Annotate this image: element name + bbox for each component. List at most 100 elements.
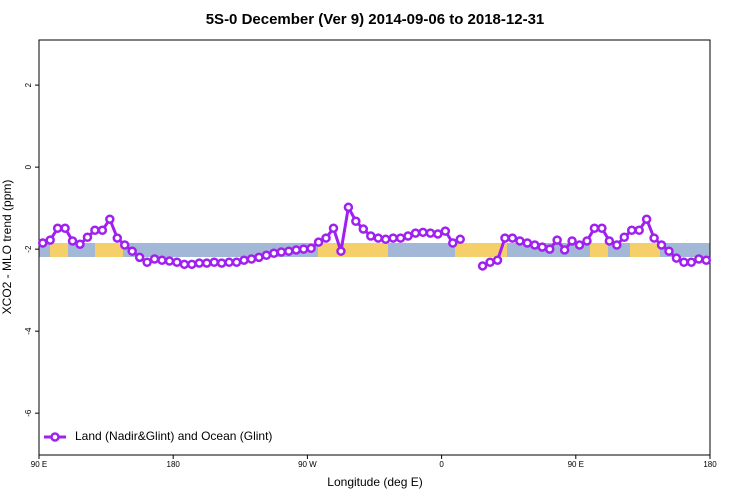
point: [671, 253, 682, 263]
point: [522, 238, 533, 248]
point: [224, 257, 234, 268]
x-tick-label: 180: [703, 460, 717, 469]
land-band: [50, 243, 660, 257]
point: [351, 216, 361, 227]
point: [202, 258, 212, 268]
point: [694, 254, 704, 264]
x-tick-label: 90 E: [568, 460, 584, 469]
point: [418, 227, 428, 238]
x-axis-title: Longitude (deg E): [327, 475, 422, 489]
point: [216, 258, 227, 268]
point: [269, 248, 279, 258]
point: [358, 224, 369, 234]
point: [500, 233, 510, 243]
point: [261, 250, 272, 261]
point: [380, 234, 391, 245]
point: [701, 255, 712, 265]
y-tick-label: -2: [24, 245, 33, 253]
point: [589, 223, 600, 233]
point: [440, 226, 451, 236]
point: [157, 255, 167, 265]
plot-frame: [38, 39, 711, 456]
point: [328, 223, 339, 233]
point: [604, 236, 615, 246]
point: [559, 245, 570, 255]
point: [485, 257, 495, 268]
point: [239, 255, 249, 265]
point: [246, 254, 257, 264]
y-tick-label: -4: [24, 327, 33, 335]
x-tick-label: 0: [439, 460, 444, 469]
point: [612, 240, 622, 250]
point: [90, 225, 100, 236]
point: [179, 259, 190, 270]
point: [306, 243, 316, 254]
point: [388, 233, 398, 243]
point: [410, 228, 421, 238]
point: [60, 223, 70, 233]
point: [373, 233, 383, 243]
point: [254, 252, 264, 263]
point: [656, 240, 667, 250]
point: [619, 232, 630, 242]
point: [97, 225, 108, 236]
point: [686, 257, 697, 268]
point: [37, 238, 48, 248]
point: [194, 258, 205, 268]
point: [552, 235, 562, 245]
point: [67, 236, 78, 246]
point: [105, 214, 115, 224]
point: [343, 202, 354, 213]
point: [164, 256, 175, 266]
y-tick-label: 0: [24, 164, 33, 169]
point: [544, 244, 555, 254]
point: [403, 231, 413, 241]
point: [455, 234, 465, 245]
point: [172, 257, 182, 268]
point: [679, 257, 689, 268]
point: [641, 214, 652, 224]
point: [395, 233, 406, 243]
point: [321, 233, 331, 243]
point: [477, 261, 488, 271]
point: [433, 229, 443, 239]
point: [209, 257, 219, 268]
point: [634, 225, 644, 236]
y-tick-label: -6: [24, 409, 33, 417]
point: [597, 223, 607, 233]
chart-title: 5S-0 December (Ver 9) 2014-09-06 to 2018…: [206, 11, 545, 28]
x-tick-label: 90 E: [31, 460, 47, 469]
y-tick-label: 2: [24, 82, 33, 87]
point: [291, 245, 301, 255]
point: [187, 259, 197, 270]
point: [649, 233, 659, 243]
point: [52, 223, 63, 233]
x-tick-label: 90 W: [298, 460, 317, 469]
point: [567, 236, 577, 246]
point: [284, 246, 294, 256]
point: [231, 257, 242, 268]
point: [298, 244, 309, 254]
point: [313, 237, 324, 247]
point: [530, 240, 540, 250]
point: [448, 238, 458, 248]
legend-marker: [50, 432, 60, 442]
point: [366, 231, 376, 241]
point: [119, 240, 130, 250]
point: [112, 233, 123, 243]
point: [492, 255, 503, 265]
y-axis-title: XCO2 - MLO trend (ppm): [0, 180, 14, 315]
point: [664, 246, 674, 256]
point: [626, 225, 637, 236]
legend-label: Land (Nadir&Glint) and Ocean (Glint): [75, 429, 272, 443]
point: [537, 242, 547, 252]
point: [582, 236, 592, 246]
point: [142, 257, 152, 268]
x-tick-label: 180: [167, 460, 181, 469]
point: [45, 235, 55, 245]
point: [336, 246, 346, 256]
point: [82, 232, 93, 242]
point: [276, 247, 287, 257]
point: [149, 254, 160, 264]
